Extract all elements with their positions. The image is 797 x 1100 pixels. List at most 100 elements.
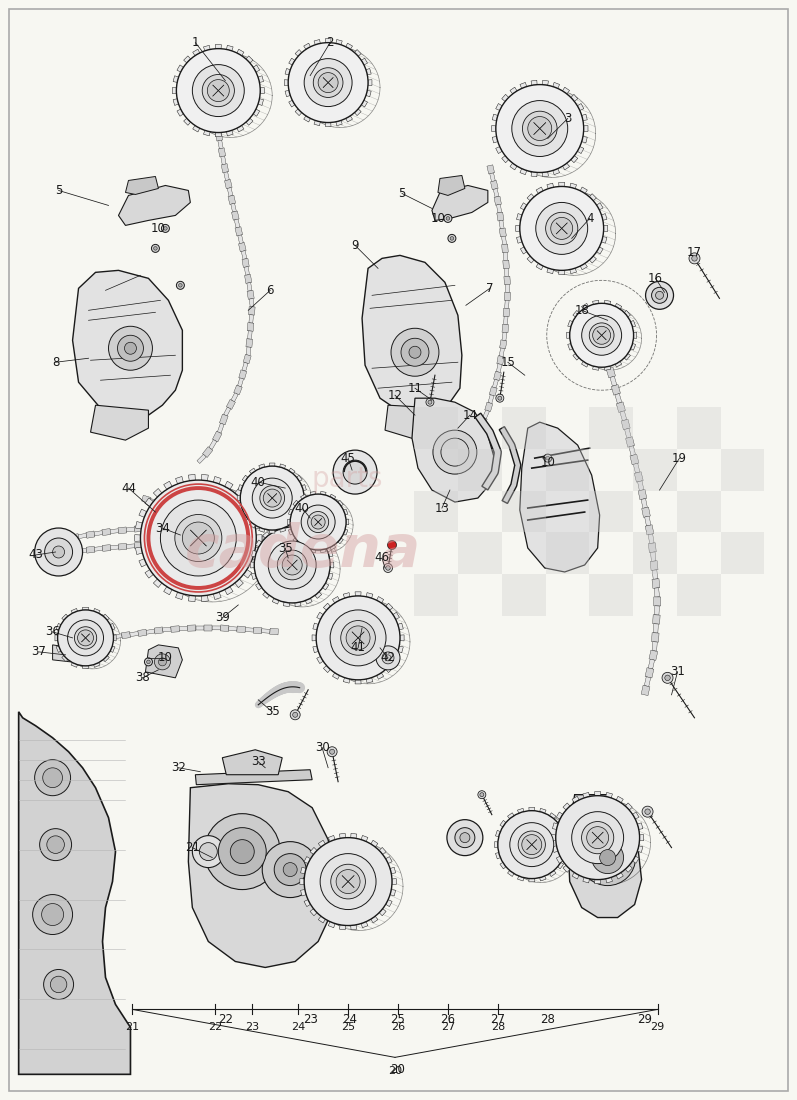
Polygon shape — [202, 595, 208, 602]
Circle shape — [40, 828, 72, 860]
Polygon shape — [163, 627, 171, 631]
Polygon shape — [219, 415, 228, 425]
Polygon shape — [135, 542, 143, 549]
Polygon shape — [344, 509, 347, 515]
Polygon shape — [310, 847, 317, 855]
Polygon shape — [198, 538, 207, 544]
Polygon shape — [589, 256, 596, 263]
Bar — [720, 449, 764, 491]
Circle shape — [382, 652, 394, 664]
Polygon shape — [516, 236, 522, 243]
Polygon shape — [163, 481, 172, 490]
Polygon shape — [583, 125, 588, 132]
Polygon shape — [227, 188, 233, 196]
Polygon shape — [139, 559, 147, 566]
Polygon shape — [78, 548, 87, 553]
Polygon shape — [386, 900, 392, 906]
Polygon shape — [582, 304, 588, 309]
Polygon shape — [304, 495, 308, 500]
Polygon shape — [215, 132, 222, 141]
Polygon shape — [573, 353, 579, 360]
Polygon shape — [502, 155, 508, 163]
Polygon shape — [503, 261, 509, 268]
Circle shape — [176, 48, 261, 132]
Text: 14: 14 — [462, 409, 477, 421]
Circle shape — [689, 253, 700, 264]
Polygon shape — [366, 68, 371, 75]
Circle shape — [311, 515, 325, 529]
Circle shape — [34, 760, 71, 795]
Polygon shape — [273, 598, 279, 604]
Polygon shape — [527, 194, 534, 200]
Polygon shape — [634, 472, 643, 482]
Polygon shape — [250, 562, 254, 568]
Text: 21: 21 — [185, 842, 200, 854]
Polygon shape — [259, 464, 265, 469]
Polygon shape — [183, 56, 190, 63]
Polygon shape — [189, 506, 198, 514]
Polygon shape — [218, 140, 223, 148]
Polygon shape — [493, 379, 498, 388]
Polygon shape — [346, 519, 349, 525]
Polygon shape — [300, 544, 306, 550]
Polygon shape — [55, 635, 57, 641]
Polygon shape — [649, 542, 656, 552]
Polygon shape — [242, 258, 249, 267]
Polygon shape — [302, 485, 306, 491]
Text: 23: 23 — [245, 1022, 259, 1033]
Polygon shape — [78, 534, 87, 539]
Polygon shape — [650, 561, 658, 571]
Polygon shape — [237, 506, 245, 514]
Text: 20: 20 — [388, 1066, 402, 1076]
Polygon shape — [547, 268, 554, 274]
Polygon shape — [193, 125, 200, 132]
Polygon shape — [344, 593, 350, 598]
Polygon shape — [243, 498, 252, 506]
Polygon shape — [229, 627, 238, 631]
Bar — [458, 532, 502, 574]
Bar — [546, 532, 590, 574]
Text: 27: 27 — [441, 1022, 455, 1033]
Polygon shape — [634, 463, 640, 473]
Polygon shape — [146, 629, 155, 635]
Text: 32: 32 — [171, 761, 186, 774]
Polygon shape — [218, 147, 226, 157]
Polygon shape — [386, 666, 393, 672]
Polygon shape — [295, 50, 302, 56]
Circle shape — [656, 292, 664, 299]
Polygon shape — [214, 592, 222, 600]
Polygon shape — [493, 114, 498, 121]
Polygon shape — [644, 676, 650, 686]
Circle shape — [579, 829, 635, 886]
Polygon shape — [246, 56, 253, 63]
Polygon shape — [558, 862, 563, 869]
Polygon shape — [503, 308, 509, 317]
Polygon shape — [237, 125, 244, 132]
Polygon shape — [362, 255, 462, 415]
Polygon shape — [197, 454, 206, 463]
Text: 37: 37 — [31, 646, 46, 659]
Circle shape — [571, 812, 623, 864]
Circle shape — [480, 793, 484, 796]
Polygon shape — [567, 794, 642, 917]
Polygon shape — [271, 518, 279, 522]
Polygon shape — [142, 526, 151, 530]
Circle shape — [34, 528, 83, 576]
Circle shape — [599, 849, 615, 866]
Polygon shape — [556, 856, 563, 864]
Polygon shape — [475, 414, 501, 490]
Circle shape — [551, 218, 573, 240]
Circle shape — [327, 747, 337, 757]
Circle shape — [593, 327, 611, 344]
Polygon shape — [230, 518, 239, 525]
Polygon shape — [552, 835, 556, 840]
Polygon shape — [597, 202, 603, 210]
Polygon shape — [504, 317, 508, 324]
Polygon shape — [258, 76, 264, 82]
Polygon shape — [256, 583, 262, 590]
Polygon shape — [175, 540, 183, 544]
Polygon shape — [645, 668, 654, 678]
Polygon shape — [398, 623, 403, 629]
Polygon shape — [285, 79, 289, 86]
Text: 29: 29 — [637, 1013, 652, 1026]
